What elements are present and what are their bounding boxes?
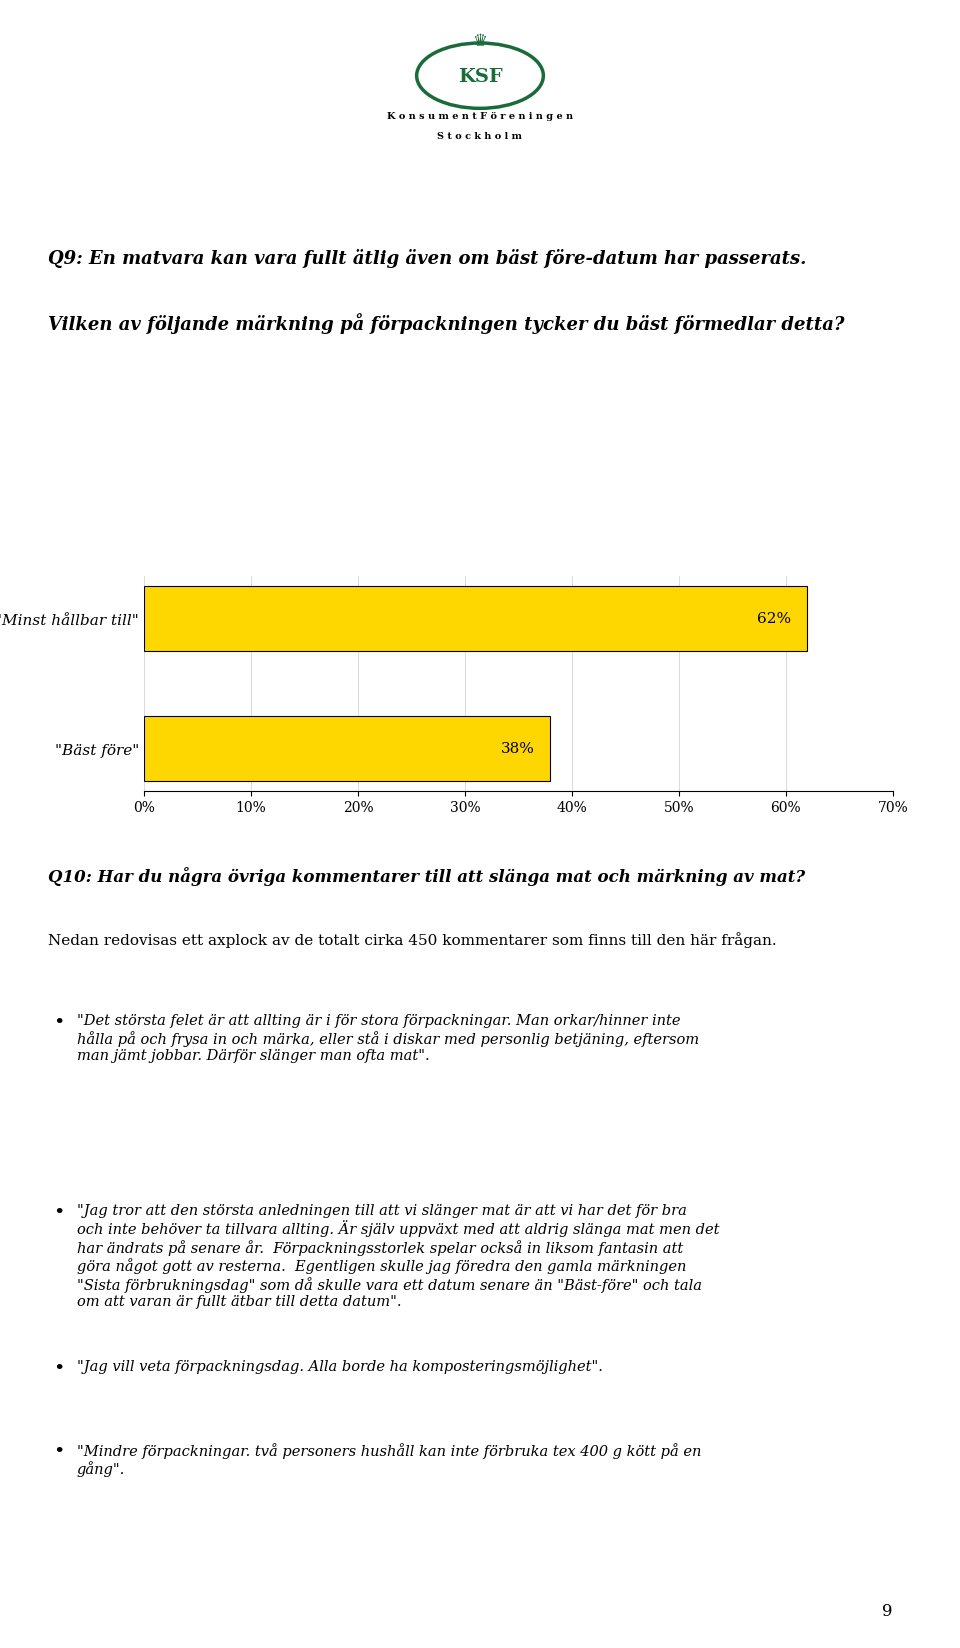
Text: 38%: 38% — [500, 742, 535, 756]
Text: "Jag vill veta förpackningsdag. Alla borde ha komposteringsmöjlighet".: "Jag vill veta förpackningsdag. Alla bor… — [77, 1360, 603, 1373]
Text: "Mindre förpackningar. två personers hushåll kan inte förbruka tex 400 g kött på: "Mindre förpackningar. två personers hus… — [77, 1442, 701, 1477]
Text: •: • — [53, 1014, 64, 1032]
Text: 62%: 62% — [757, 611, 791, 626]
Text: S t o c k h o l m: S t o c k h o l m — [438, 132, 522, 140]
Text: •: • — [53, 1442, 64, 1460]
Text: 9: 9 — [882, 1602, 893, 1618]
Text: "Jag tror att den största anledningen till att vi slänger mat är att vi har det : "Jag tror att den största anledningen ti… — [77, 1203, 719, 1309]
Text: Nedan redovisas ett axplock av de totalt cirka 450 kommentarer som finns till de: Nedan redovisas ett axplock av de totalt… — [48, 931, 777, 948]
Bar — [144, 587, 807, 651]
Text: KSF: KSF — [458, 68, 502, 86]
Text: ♛: ♛ — [472, 31, 488, 49]
Text: Q10: Har du några övriga kommentarer till att slänga mat och märkning av mat?: Q10: Har du några övriga kommentarer til… — [48, 867, 805, 885]
Text: •: • — [53, 1360, 64, 1378]
Text: •: • — [53, 1203, 64, 1221]
Text: Vilken av följande märkning på förpackningen tycker du bäst förmedlar detta?: Vilken av följande märkning på förpackni… — [48, 313, 845, 333]
Text: K o n s u m e n t F ö r e n i n g e n: K o n s u m e n t F ö r e n i n g e n — [387, 112, 573, 122]
Text: "Det största felet är att allting är i för stora förpackningar. Man orkar/hinner: "Det största felet är att allting är i f… — [77, 1014, 699, 1063]
Text: Q9: En matvara kan vara fullt ätlig även om bäst före-datum har passerats.: Q9: En matvara kan vara fullt ätlig även… — [48, 249, 806, 267]
Bar — [144, 717, 550, 781]
